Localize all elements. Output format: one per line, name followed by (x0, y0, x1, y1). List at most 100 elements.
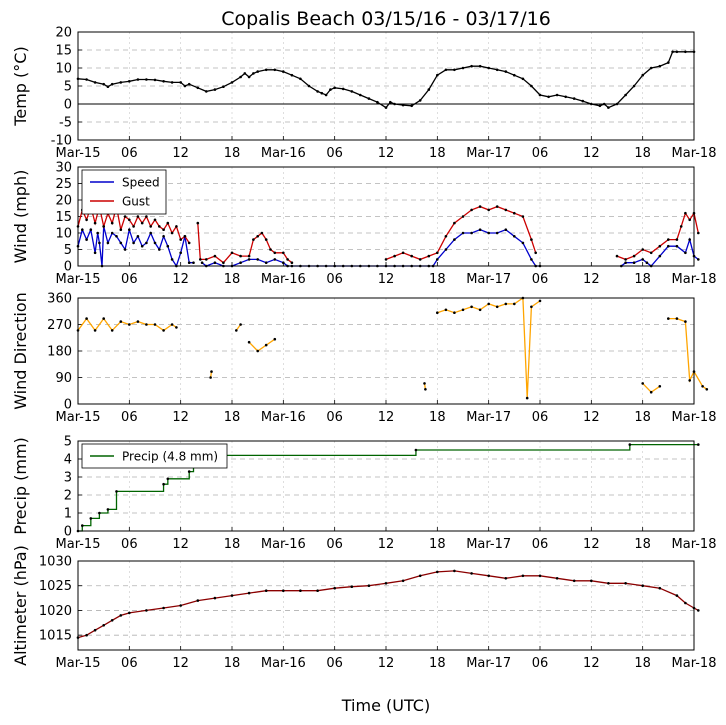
wind-data-point (436, 251, 439, 255)
y-tick-label: 20 (55, 194, 72, 209)
alt-data-point (384, 582, 388, 585)
wind-data-point (273, 258, 277, 261)
wind-data-point (239, 254, 242, 258)
wind-data-point (162, 228, 165, 231)
wind-data-point (145, 215, 148, 218)
temp-panel: -10 -5 0 5 10 15 20 Mar-15 06 12 18 Mar-16 06 12 18 Mar… (11, 26, 716, 162)
wind-data-point (213, 254, 217, 258)
x-tick-label: 12 (583, 656, 600, 671)
wdir-data-point (667, 317, 670, 320)
wind-series-line (620, 237, 699, 267)
temp-data-point (632, 84, 636, 88)
x-tick-label: 12 (378, 537, 395, 552)
alt-data-point (316, 589, 319, 592)
wind-axes-frame (77, 166, 695, 267)
x-tick-label: 06 (121, 410, 138, 425)
legend-label: Precip (4.8 mm) (122, 450, 218, 464)
temp-data-point (504, 70, 508, 73)
y-tick-label: 10 (55, 227, 72, 242)
alt-series-line (77, 570, 699, 639)
wind-data-point (679, 225, 683, 228)
wind-data-point (688, 238, 691, 241)
temp-data-point (667, 61, 670, 64)
wind-data-point (256, 235, 260, 238)
x-tick-label: 18 (429, 410, 446, 425)
y-tick-label: 5 (64, 80, 72, 95)
wind-data-point (444, 235, 448, 238)
y-tick-label: 1030 (39, 555, 72, 570)
y-tick-label: 2 (64, 489, 72, 504)
x-tick-label: 18 (634, 537, 651, 552)
wind-data-point (461, 231, 465, 235)
temp-data-point (401, 103, 405, 107)
wind-data-point (187, 261, 191, 265)
wind-data-point (256, 258, 260, 261)
x-tick-label: Mar-17 (466, 656, 511, 671)
temp-data-point (205, 90, 208, 93)
wind-data-point (697, 231, 700, 235)
temp-data-point (187, 82, 191, 86)
wind-data-point (222, 261, 225, 265)
x-tick-label: 12 (172, 146, 189, 161)
wind-data-point (667, 244, 670, 248)
x-tick-label: Mar-17 (466, 146, 511, 161)
wdir-data-point (658, 385, 662, 388)
wind-data-point (384, 258, 388, 261)
temp-data-point (418, 99, 422, 102)
x-tick-label: 06 (532, 272, 549, 287)
temp-data-point (410, 104, 414, 108)
wind-data-point (504, 208, 508, 212)
wind-data-point (149, 225, 152, 228)
wdir-data-point (530, 305, 533, 309)
wind-data-point (93, 221, 97, 225)
y-tick-label: 1 (64, 507, 72, 522)
wdir-data-point (495, 305, 499, 309)
wdir-data-point (136, 320, 140, 323)
x-tick-label: Mar-17 (466, 537, 511, 552)
y-tick-label: -5 (59, 116, 72, 131)
wdir-data-point (423, 382, 426, 385)
wind-data-point (470, 208, 473, 212)
x-tick-label: 12 (172, 656, 189, 671)
x-tick-label: 06 (121, 537, 138, 552)
wind-data-point (102, 225, 105, 228)
x-tick-label: 12 (172, 410, 189, 425)
wdir-data-point (513, 302, 516, 306)
x-tick-label: 18 (429, 146, 446, 161)
precip-data-point (166, 477, 170, 481)
wdir-data-point (705, 388, 709, 391)
x-tick-label: 18 (224, 146, 241, 161)
wind-data-point (478, 205, 482, 208)
alt-data-point (93, 628, 97, 632)
temp-data-point (393, 102, 396, 106)
wind-data-point (85, 238, 88, 241)
x-tick-label: 18 (224, 656, 241, 671)
temp-data-point (555, 93, 559, 97)
temp-data-point (324, 93, 328, 97)
legend-label: Speed (122, 176, 160, 190)
wdir-data-point (247, 340, 251, 344)
x-tick-label: 12 (378, 146, 395, 161)
alt-data-point (230, 594, 234, 597)
wind-data-point (145, 241, 148, 245)
alt-data-point (367, 584, 371, 587)
wind-data-point (641, 248, 644, 251)
wdir-data-point (239, 323, 242, 326)
wind-data-point (513, 211, 516, 215)
temp-data-point (376, 100, 379, 104)
temp-data-point (145, 78, 148, 81)
wind-data-point (641, 258, 644, 261)
x-tick-label: Mar-15 (56, 537, 101, 552)
wdir-data-point (701, 385, 704, 388)
alt-data-point (102, 624, 105, 627)
temp-data-point (572, 97, 576, 100)
wind-data-point (196, 221, 200, 225)
wdir-data-point (444, 308, 448, 312)
alt-data-point (697, 609, 700, 612)
x-tick-label: 06 (326, 537, 343, 552)
precip-data-point (187, 470, 191, 473)
wdir-data-point (119, 320, 123, 323)
wind-data-point (684, 251, 687, 255)
alt-data-point (213, 596, 217, 600)
